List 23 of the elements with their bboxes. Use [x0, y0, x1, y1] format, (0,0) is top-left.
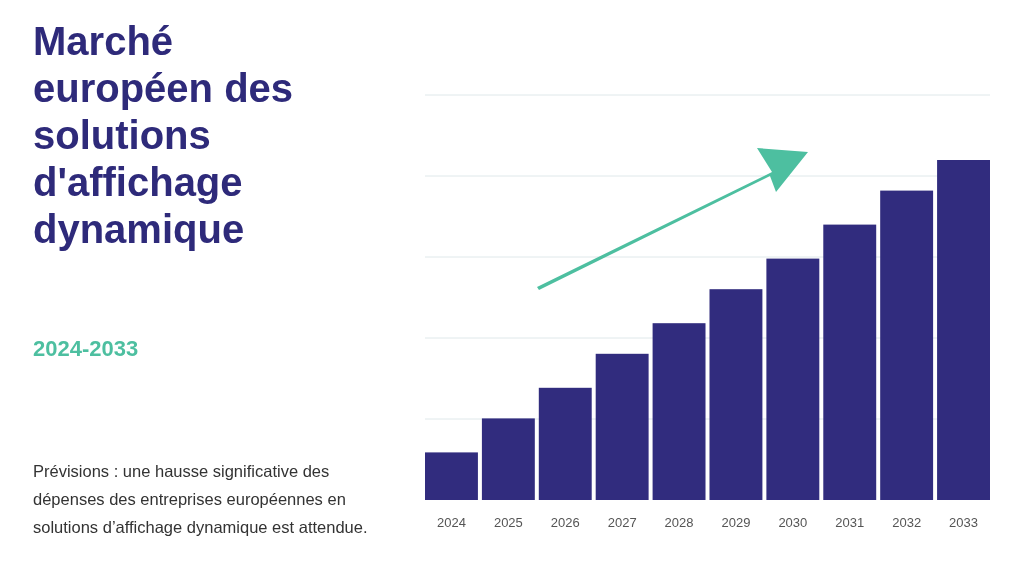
bar [709, 289, 763, 500]
x-tick-label: 2033 [949, 515, 978, 531]
bar [425, 452, 478, 500]
bar [481, 418, 535, 500]
x-tick-label: 2029 [721, 515, 751, 531]
x-tick-label: 2025 [493, 515, 523, 531]
x-tick-label: 2031 [835, 515, 865, 531]
x-tick-label: 2024 [437, 515, 466, 531]
text: 2024-2033 [33, 336, 139, 362]
bar [766, 258, 820, 500]
x-tick-label: 2027 [607, 515, 637, 531]
chart-title: Marché européen des solutions d'affichage dynamique [33, 18, 295, 253]
bar [652, 323, 706, 500]
bar [595, 353, 649, 500]
x-tick-label: 2032 [892, 515, 922, 531]
bar [880, 190, 934, 500]
x-tick-label: 2030 [778, 515, 808, 531]
bar [937, 160, 990, 500]
bar [538, 387, 592, 500]
bar [823, 224, 877, 500]
x-tick-label: 2026 [550, 515, 580, 531]
x-tick-label: 2028 [664, 515, 694, 531]
text: Prévisions : une hausse significative des dépenses des entreprises européennes en solutions d’affichage dynamique est attendue. [33, 461, 369, 538]
